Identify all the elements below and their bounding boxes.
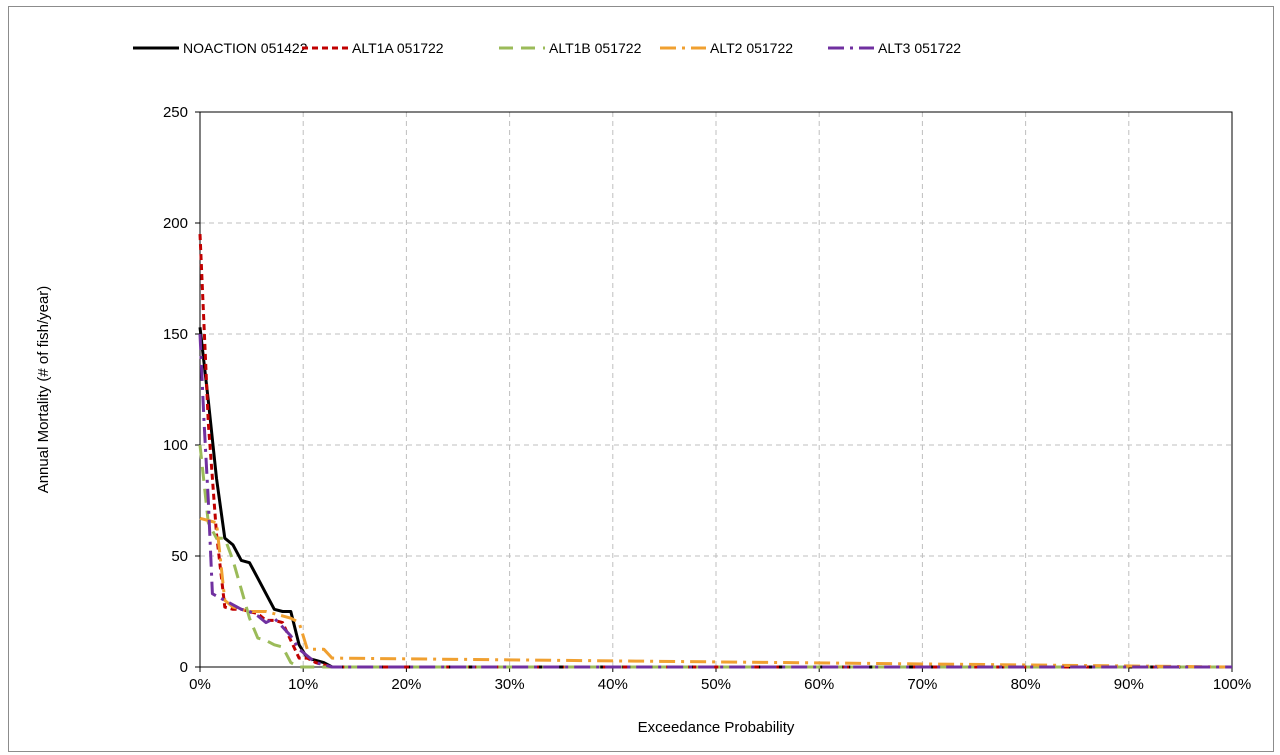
y-tick-label: 150: [163, 326, 188, 343]
x-tick-label: 30%: [495, 676, 525, 693]
gridlines: [200, 112, 1232, 667]
series-line: [198, 444, 1232, 669]
legend-label: NOACTION 051422: [183, 40, 308, 56]
x-tick-label: 90%: [1114, 676, 1144, 693]
x-tick-label: 40%: [598, 676, 628, 693]
legend-label: ALT3 051722: [878, 40, 961, 56]
x-tick-label: 60%: [804, 676, 834, 693]
x-tick-label: 80%: [1011, 676, 1041, 693]
series-line: [198, 234, 1232, 669]
x-tick-label: 100%: [1213, 676, 1251, 693]
x-axis-ticks: 0% 10% 20% 30% 40% 50% 60% 70% 80% 90% 100%: [189, 667, 1251, 693]
y-tick-label: 250: [163, 104, 188, 121]
legend-label: ALT2 051722: [710, 40, 793, 56]
x-tick-label: 70%: [907, 676, 937, 693]
y-tick-label: 200: [163, 215, 188, 232]
y-tick-label: 100: [163, 437, 188, 454]
legend-label: ALT1B 051722: [549, 40, 642, 56]
y-axis-ticks: 0 50 100 150 200 250: [163, 104, 200, 676]
x-tick-label: 10%: [288, 676, 318, 693]
series-line: [198, 333, 1232, 669]
x-tick-label: 20%: [391, 676, 421, 693]
chart-frame: [8, 6, 1274, 752]
y-axis-label: Annual Mortality (# of fish/year): [35, 286, 52, 494]
x-axis-label: Exceedance Probability: [638, 719, 795, 736]
x-tick-label: 50%: [701, 676, 731, 693]
y-tick-label: 50: [171, 548, 188, 565]
legend: NOACTION 051422 ALT1A 051722 ALT1B 051722 A…: [133, 40, 961, 56]
series-lines: [198, 234, 1233, 669]
legend-label: ALT1A 051722: [352, 40, 444, 56]
y-tick-label: 0: [180, 659, 188, 676]
x-tick-label: 0%: [189, 676, 211, 693]
series-line: [198, 327, 1232, 669]
